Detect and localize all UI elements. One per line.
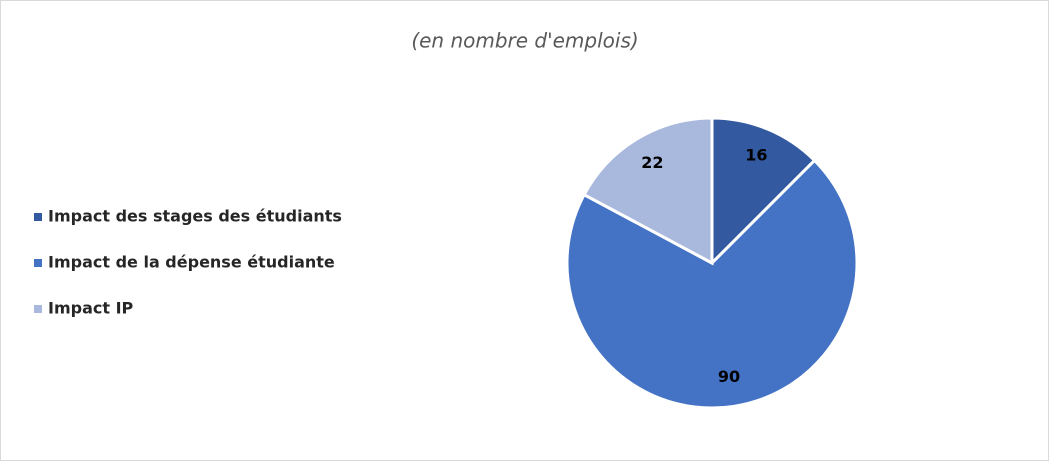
pie-slice — [582, 116, 714, 266]
legend-label: Impact des stages des étudiants — [48, 207, 342, 226]
chart-subtitle: (en nombre d'emplois) — [411, 29, 638, 53]
data-label: 22 — [641, 153, 663, 172]
pie-slice — [565, 158, 859, 410]
legend-label: Impact de la dépense étudiante — [48, 253, 335, 272]
legend-swatch — [34, 305, 42, 313]
legend-swatch — [34, 259, 42, 267]
data-label: 90 — [718, 367, 740, 386]
pie-slice — [710, 116, 817, 267]
data-label: 16 — [745, 145, 767, 164]
legend-label: Impact IP — [48, 299, 134, 318]
legend-swatch — [34, 213, 42, 221]
